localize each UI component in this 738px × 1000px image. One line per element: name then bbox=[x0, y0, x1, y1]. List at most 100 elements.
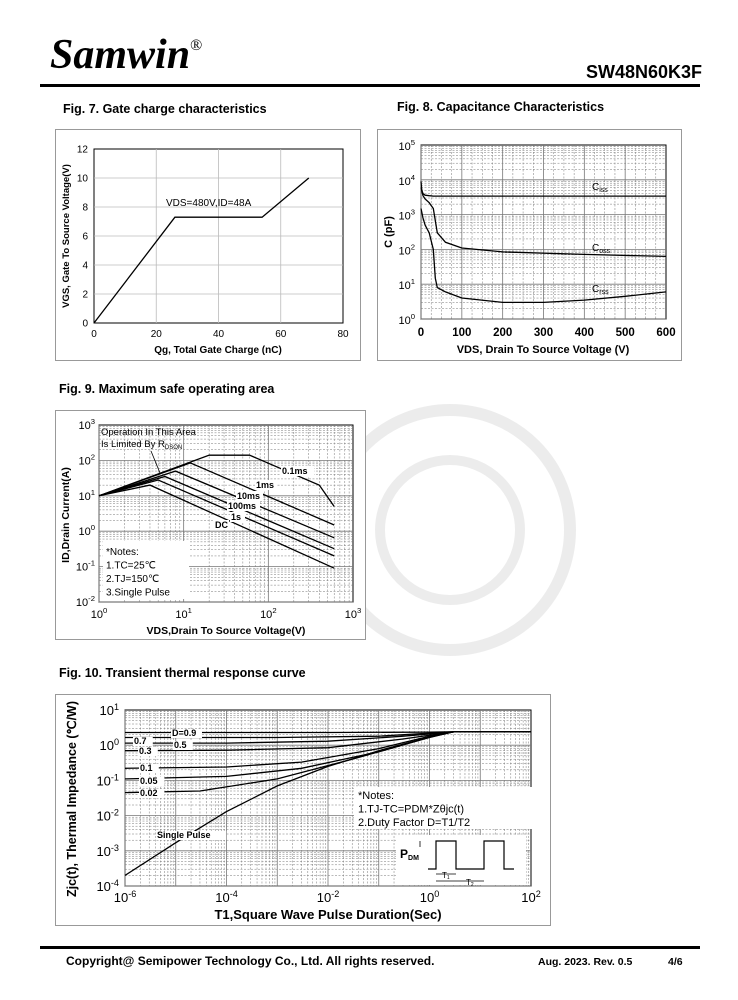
label-bg bbox=[214, 520, 229, 530]
fig8-title: Fig. 8. Capacitance Characteristics bbox=[397, 100, 605, 114]
footer-revision: Aug. 2023. Rev. 0.5 bbox=[538, 956, 633, 968]
fig7-chart: 0 20 40 60 80 0 2 4 6 8 10 12 VDS=480V,ID=48A Qg, T… bbox=[55, 129, 361, 361]
series-label: Single Pulse bbox=[157, 830, 211, 840]
series-label: 1s bbox=[231, 512, 241, 522]
footer-page-number: 4/6 bbox=[668, 956, 683, 968]
tick-label: 10-6 bbox=[114, 889, 137, 905]
tick-label: 100 bbox=[398, 312, 415, 327]
fig8-xlabel: VDS, Drain To Source Voltage (V) bbox=[457, 344, 630, 356]
tick-label: 103 bbox=[345, 606, 362, 621]
series-line-dc bbox=[98, 484, 335, 569]
label-bg bbox=[173, 741, 193, 750]
tick-label: 10-1 bbox=[76, 559, 95, 574]
label-bg bbox=[133, 737, 153, 746]
series-label-ciss: Ciss bbox=[592, 182, 608, 194]
tick-label: 10-2 bbox=[76, 594, 95, 609]
pulse-waveform bbox=[428, 840, 514, 870]
tick-label: 101 bbox=[78, 488, 95, 503]
x-tick-label: 200 bbox=[493, 327, 512, 339]
series-label: DC bbox=[215, 520, 228, 530]
label-bg bbox=[138, 747, 158, 756]
fig7-xlabel: Qg, Total Gate Charge (nC) bbox=[154, 345, 282, 356]
rdson-annotation-line2: Is Limited By RDSON bbox=[101, 439, 182, 451]
tick-label: 103 bbox=[78, 417, 95, 432]
label-bg bbox=[236, 491, 263, 501]
series-line-0 bbox=[93, 177, 310, 324]
x-tick-label: 100 bbox=[452, 327, 471, 339]
pdm-label: PDM bbox=[400, 847, 419, 862]
fig9-title: Fig. 9. Maximum safe operating area bbox=[59, 382, 275, 396]
x-tick-label: 0 bbox=[91, 329, 97, 340]
tick-label: 101 bbox=[175, 606, 192, 621]
y-tick-label: 8 bbox=[82, 203, 88, 214]
x-tick-label: 500 bbox=[616, 327, 635, 339]
fig10-xlabel: T1,Square Wave Pulse Duration(Sec) bbox=[214, 907, 441, 922]
series-line-crss bbox=[420, 208, 667, 304]
label-bg bbox=[171, 729, 202, 738]
series-label: 0.7 bbox=[134, 736, 147, 746]
note-line: 1.TJ-TC=PDM*Zθjc(t) bbox=[358, 804, 464, 816]
tick-label: 102 bbox=[398, 242, 415, 257]
fig9-chart: 100 101 102 103 10-2 10-1 100 101 102 103 0.1ms 1m… bbox=[55, 410, 366, 640]
series-label: 0.1 bbox=[140, 763, 153, 773]
x-tick-label: 600 bbox=[656, 327, 675, 339]
y-tick-label: 6 bbox=[82, 232, 88, 243]
tick-label: 101 bbox=[398, 277, 415, 292]
tick-label: 102 bbox=[78, 452, 95, 467]
header-rule bbox=[40, 84, 700, 87]
tick-label: 105 bbox=[398, 138, 415, 153]
footer-copyright: Copyright@ Semipower Technology Co., Ltd… bbox=[66, 954, 435, 968]
fig10-title: Fig. 10. Transient thermal response curv… bbox=[59, 666, 306, 680]
note-line: 2.TJ=150℃ bbox=[106, 574, 159, 585]
notes-bg bbox=[103, 541, 189, 599]
company-logo: Samwin® bbox=[50, 34, 202, 76]
label-bg bbox=[156, 831, 227, 840]
label-bg bbox=[227, 501, 260, 511]
fig7-annotation: VDS=480V,ID=48A bbox=[166, 198, 252, 209]
fig9-xlabel: VDS,Drain To Source Voltage(V) bbox=[147, 625, 306, 637]
label-bg bbox=[281, 466, 314, 476]
registered-mark: ® bbox=[190, 37, 203, 54]
series-label: 0.05 bbox=[140, 776, 158, 786]
notes-bg bbox=[354, 787, 532, 829]
series-label-coss: Coss bbox=[592, 243, 611, 255]
note-line: *Notes: bbox=[358, 790, 394, 802]
label-bg bbox=[139, 777, 165, 786]
y-tick-label: 2 bbox=[82, 290, 88, 301]
tick-label: 10-4 bbox=[96, 878, 119, 894]
y-tick-label: 12 bbox=[77, 145, 89, 156]
fig7-title: Fig. 7. Gate charge characteristics bbox=[63, 102, 267, 116]
t2-label: T2 bbox=[466, 878, 474, 888]
tick-label: 100 bbox=[91, 606, 108, 621]
t1-label: T1 bbox=[442, 871, 450, 881]
series-line-1s bbox=[98, 479, 335, 557]
x-tick-label: 400 bbox=[575, 327, 594, 339]
label-bg bbox=[255, 480, 276, 490]
fig10-chart: 10-6 10-4 10-2 100 10210-410-310-210-1100101… bbox=[55, 694, 551, 926]
series-line-10ms bbox=[98, 470, 335, 539]
series-line-coss bbox=[420, 187, 667, 258]
tick-label: 100 bbox=[78, 523, 95, 538]
tick-label: 102 bbox=[521, 889, 541, 905]
tick-label: 10-4 bbox=[215, 889, 238, 905]
note-line: 1.TC=25℃ bbox=[106, 561, 156, 572]
annotation-pointer bbox=[150, 450, 161, 474]
series-label: 0.5 bbox=[174, 740, 187, 750]
tick-label: 102 bbox=[260, 606, 277, 621]
x-tick-label: 0 bbox=[418, 327, 424, 339]
fig10-ylabel: Zjc(t), Thermal Impedance (℃/W) bbox=[65, 701, 79, 897]
tick-label: 10-1 bbox=[96, 772, 119, 788]
series-label-crss: Crss bbox=[592, 284, 609, 296]
x-tick-label: 80 bbox=[337, 329, 349, 340]
series-label: 10ms bbox=[237, 491, 260, 501]
fig7-ylabel: VGS, Gate To Source Voltage(V) bbox=[61, 164, 72, 308]
tick-label: 104 bbox=[398, 173, 415, 188]
label-bg bbox=[230, 512, 245, 522]
fig8-ylabel: C (pF) bbox=[383, 216, 395, 248]
footer-rule bbox=[40, 946, 700, 949]
label-bg bbox=[139, 789, 165, 798]
tick-label: 101 bbox=[99, 702, 119, 718]
series-label: 1ms bbox=[256, 480, 274, 490]
label-bg bbox=[139, 764, 159, 773]
